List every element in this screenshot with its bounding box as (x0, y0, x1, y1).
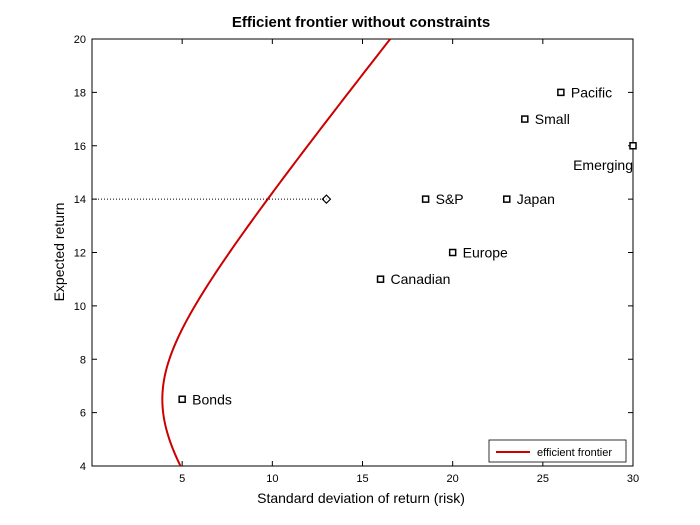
asset-point (376, 275, 385, 283)
asset-label: Emerging (573, 157, 633, 173)
y-axis-ticks: 4 6 8 10 12 14 16 18 20 (74, 34, 633, 473)
plot-area (91, 38, 634, 467)
y-tick-label: 14 (74, 194, 86, 206)
asset-label: Bonds (192, 391, 232, 407)
y-tick-label: 10 (74, 301, 86, 313)
x-axis-label: Standard deviation of return (risk) (257, 490, 465, 506)
asset-label: S&P (436, 191, 464, 207)
asset-point (448, 248, 457, 257)
asset-point (629, 142, 637, 150)
asset-point (503, 195, 511, 203)
y-tick-label: 8 (80, 354, 86, 366)
tangency-point-marker (321, 194, 332, 204)
x-axis-ticks: 5 10 15 20 25 30 (179, 39, 639, 485)
series-line-efficient-frontier (161, 38, 392, 467)
x-tick-label: 5 (179, 473, 185, 485)
legend-label-efficient-frontier: efficient frontier (537, 447, 612, 459)
plot-frame (91, 38, 634, 467)
asset-label: Europe (463, 245, 508, 261)
x-tick-label: 30 (627, 473, 639, 485)
asset-label: Small (535, 111, 570, 127)
asset-label: Japan (517, 191, 555, 207)
y-tick-label: 12 (74, 248, 86, 260)
x-tick-label: 25 (537, 473, 549, 485)
x-tick-label: 20 (447, 473, 459, 485)
y-tick-label: 20 (74, 34, 86, 46)
asset-point (521, 115, 529, 123)
asset-point (178, 395, 186, 404)
asset-label: Canadian (391, 271, 451, 287)
legend: efficient frontier (488, 439, 627, 463)
series-layer (161, 38, 392, 467)
y-axis-label: Expected return (51, 203, 67, 302)
y-tick-label: 4 (80, 461, 86, 473)
x-tick-label: 15 (356, 473, 368, 485)
chart-title: Efficient frontier without constraints (232, 14, 490, 31)
y-tick-label: 18 (74, 87, 86, 99)
x-tick-label: 10 (266, 473, 278, 485)
asset-point (421, 195, 430, 203)
highlight-layer (92, 194, 332, 204)
asset-label: Pacific (571, 84, 612, 100)
legend-box (488, 439, 627, 463)
y-tick-label: 16 (74, 141, 86, 153)
y-tick-label: 6 (80, 408, 86, 420)
asset-point (557, 88, 565, 97)
